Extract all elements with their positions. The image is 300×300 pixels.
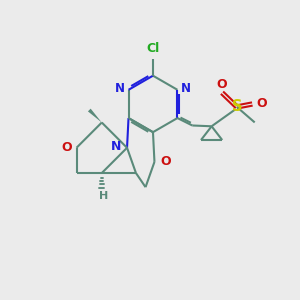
Text: N: N (111, 140, 122, 153)
Polygon shape (88, 109, 102, 122)
Text: H: H (99, 191, 108, 202)
Text: S: S (232, 100, 242, 115)
Text: N: N (181, 82, 191, 95)
Text: O: O (217, 78, 227, 91)
Text: O: O (160, 155, 171, 168)
Text: O: O (61, 141, 72, 154)
Text: N: N (115, 82, 125, 95)
Text: Cl: Cl (146, 42, 160, 55)
Text: O: O (256, 98, 267, 110)
